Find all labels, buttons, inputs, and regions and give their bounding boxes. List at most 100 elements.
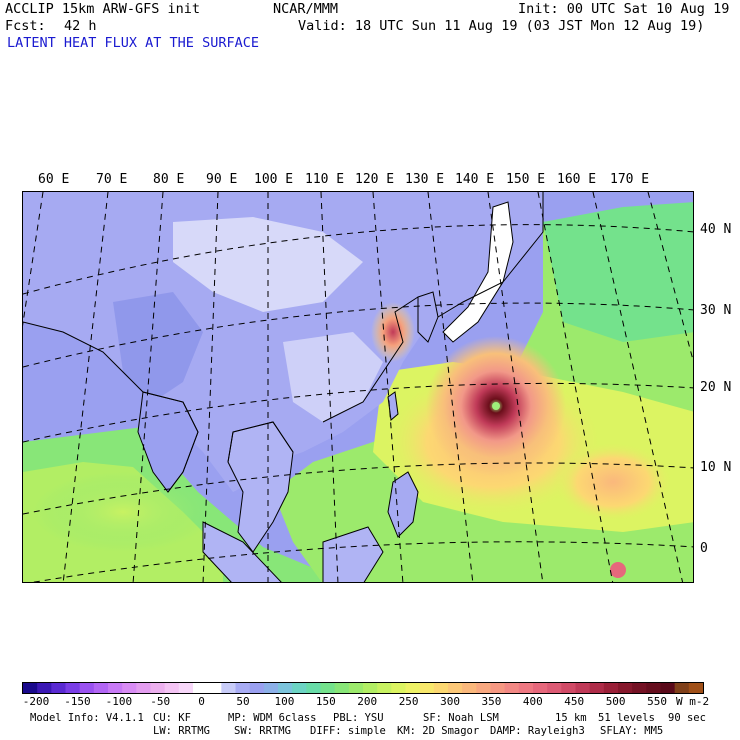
colorbar-swatch	[23, 683, 38, 693]
colorbar-swatch	[377, 683, 392, 693]
lat-label-20n: 20 N	[700, 380, 732, 395]
colorbar-swatches	[23, 683, 703, 693]
colorbar-tick-label: 550	[647, 695, 667, 708]
colorbar-swatch	[249, 683, 265, 693]
korea	[417, 291, 439, 343]
footer-km: KM: 2D Smagor	[397, 725, 480, 737]
footer-levels: 51 levels	[598, 712, 655, 724]
colorbar-unit: W m-2	[676, 695, 710, 708]
warm-flux-zone-east	[553, 442, 673, 522]
colorbar-tick-label: 300	[440, 695, 460, 708]
lon-label-80e: 80 E	[153, 172, 185, 187]
valid-time: Valid: 18 UTC Sun 11 Aug 19 (03 JST Mon …	[298, 18, 705, 34]
colorbar-swatch	[108, 683, 123, 693]
colorbar-swatch	[589, 683, 605, 693]
lon-label-140e: 140 E	[455, 172, 495, 187]
colorbar-swatch	[320, 683, 336, 693]
field-title: LATENT HEAT FLUX AT THE SURFACE	[7, 35, 259, 51]
north-pacific	[543, 202, 693, 342]
lon-label-120e: 120 E	[355, 172, 395, 187]
lon-label-100e: 100 E	[254, 172, 294, 187]
lon-line-60e	[23, 192, 44, 326]
lon-label-150e: 150 E	[506, 172, 546, 187]
colorbar-swatch	[164, 683, 180, 693]
map-canvas	[23, 192, 693, 582]
india-patch	[113, 292, 203, 402]
lat-line-40n	[23, 224, 693, 295]
footer-diff: DIFF: simple	[310, 725, 386, 737]
colorbar-swatch	[688, 683, 703, 693]
colorbar-swatch	[292, 683, 307, 693]
colorbar-swatch	[632, 683, 647, 693]
lon-line-160e	[592, 192, 684, 582]
latent-heat-flux-map	[22, 191, 694, 583]
colorbar-swatch	[278, 683, 293, 693]
lon-label-160e: 160 E	[557, 172, 597, 187]
colorbar-swatch	[405, 683, 421, 693]
colorbar-swatch	[65, 683, 81, 693]
borneo	[322, 526, 384, 582]
colorbar-tick-label: -100	[105, 695, 133, 708]
colorbar-swatch	[561, 683, 577, 693]
colorbar-tick-label: 150	[315, 695, 336, 708]
colorbar-swatch	[207, 683, 222, 693]
colorbar-swatch	[193, 683, 208, 693]
typhoon-eye	[492, 402, 500, 410]
colorbar-swatch	[150, 683, 166, 693]
lon-line-150e	[537, 192, 614, 582]
forecast-hours: 42 h	[64, 18, 97, 34]
colorbar-swatch	[603, 683, 619, 693]
colorbar-swatch	[263, 683, 279, 693]
init-time: Init: 00 UTC Sat 10 Aug 19	[518, 1, 730, 17]
colorbar-tick-label: 250	[398, 695, 419, 708]
colorbar-swatch	[93, 683, 109, 693]
colorbar-tick-label: 500	[605, 695, 626, 708]
colorbar-swatch	[348, 683, 364, 693]
asia-coastline	[23, 192, 544, 493]
colorbar-tick-label: -50	[150, 695, 171, 708]
lat-label-equator: 0	[700, 541, 708, 556]
colorbar-swatch	[618, 683, 633, 693]
footer-cu: CU: KF	[153, 712, 191, 724]
tibet-plateau-patch	[173, 217, 363, 312]
colorbar-swatch	[490, 683, 506, 693]
equatorial-flux-spot	[610, 562, 626, 578]
lon-label-60e: 60 E	[38, 172, 70, 187]
lat-label-30n: 30 N	[700, 303, 732, 318]
colorbar-tick-label: 450	[564, 695, 585, 708]
colorbar-swatch	[51, 683, 67, 693]
lat-line-30n	[23, 302, 693, 368]
lon-label-110e: 110 E	[305, 172, 345, 187]
asia-landmass	[23, 192, 543, 492]
colorbar-swatch	[476, 683, 492, 693]
graticule	[23, 192, 693, 582]
colorbar-swatch	[547, 683, 562, 693]
yellow-sea-flux-max	[371, 302, 415, 362]
colorbar-tick-label: 200	[357, 695, 378, 708]
footer-sflay: SFLAY: MM5	[600, 725, 664, 737]
organization: NCAR/MMM	[273, 1, 339, 17]
colorbar-swatch	[419, 683, 435, 693]
model-title: ACCLIP 15km ARW-GFS init	[5, 1, 201, 17]
colorbar-swatch	[462, 683, 477, 693]
lat-label-40n: 40 N	[700, 222, 732, 237]
colorbar-swatch	[221, 683, 237, 693]
colorbar-swatch	[306, 683, 322, 693]
footer-model-info: Model Info: V4.1.1	[30, 712, 144, 724]
colorbar-tick-label: 350	[481, 695, 502, 708]
colorbar-swatch	[674, 683, 690, 693]
arabian-sea-zone	[33, 472, 213, 552]
colorbar-swatch	[178, 683, 194, 693]
colorbar-swatch	[575, 683, 591, 693]
colorbar-swatch	[235, 683, 251, 693]
colorbar-swatch	[518, 683, 534, 693]
footer-sw: SW: RRTMG	[234, 725, 291, 737]
colorbar-tick-label: 100	[274, 695, 295, 708]
sumatra	[202, 521, 282, 582]
colorbar-swatch	[334, 683, 350, 693]
lon-label-130e: 130 E	[405, 172, 445, 187]
colorbar-swatch	[504, 683, 520, 693]
colorbar-swatch	[136, 683, 152, 693]
colorbar-swatch	[37, 683, 52, 693]
colorbar-swatch	[79, 683, 95, 693]
